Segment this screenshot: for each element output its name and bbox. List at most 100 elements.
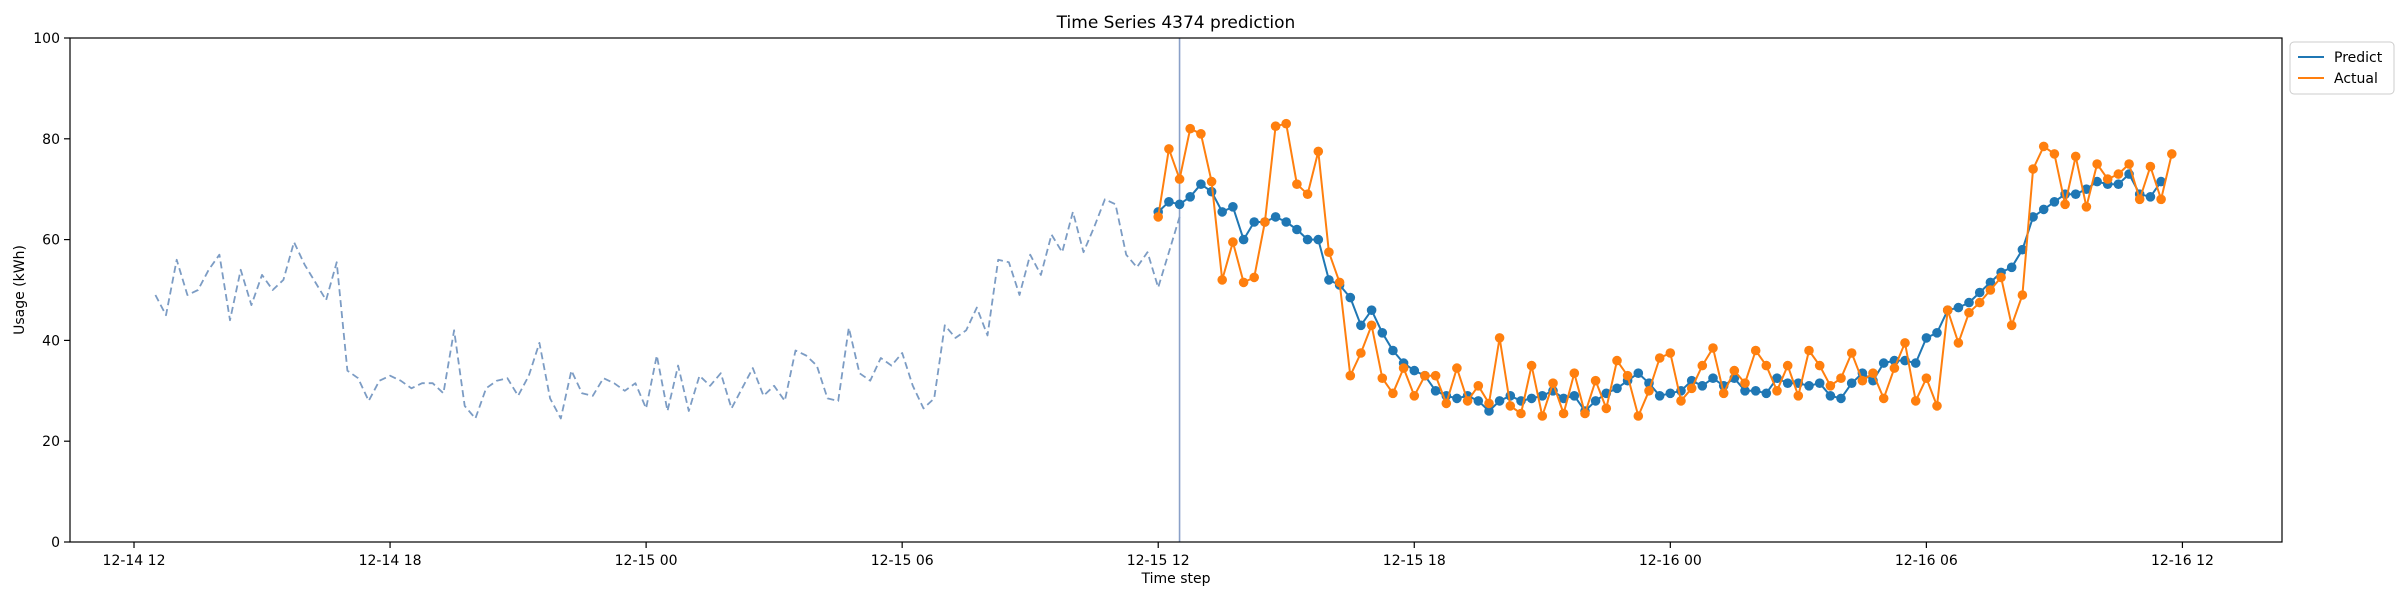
actual-data-point [1473,381,1484,391]
x-tick-label: 12-15 12 [1127,553,1190,569]
actual-data-point [2092,159,2102,169]
actual-data-point [1249,272,1259,283]
actual-data-point [1185,123,1195,134]
predict-data-point [1569,391,1580,401]
actual-data-point [1686,383,1697,394]
actual-data-point [1793,391,1804,401]
y-tick-label: 0 [51,535,60,551]
y-tick-label: 80 [42,132,60,148]
actual-data-point [1452,363,1462,373]
actual-data-point [1430,370,1441,381]
actual-data-point [1878,393,1889,404]
predict-data-point [1633,368,1644,379]
legend-label-predict: Predict [2334,50,2383,66]
actual-data-point [1366,320,1377,331]
predict-data-point [1313,234,1324,245]
predict-data-point [1836,393,1846,404]
actual-data-point [1921,373,1932,384]
predict-data-point [1324,275,1334,285]
predict-data-point [1761,388,1772,399]
predict-data-point [2038,204,2049,215]
predict-data-point [1526,393,1537,404]
predict-data-point [1281,217,1291,227]
predict-data-point [1932,328,1942,338]
actual-data-point [1633,411,1644,421]
predict-data-point [1238,234,1249,245]
predict-data-point [2113,179,2124,189]
actual-data-point [1601,403,1612,414]
predict-data-point [1910,358,1921,368]
y-tick-label: 100 [33,31,60,47]
actual-data-point [1388,388,1398,399]
actual-data-point [2038,141,2049,152]
predict-data-point [1356,320,1366,331]
x-tick-label: 12-15 06 [871,553,934,569]
predict-data-point [1164,197,1174,207]
actual-data-point [1697,360,1708,371]
actual-data-point [1761,360,1772,371]
actual-data-point [2124,159,2134,169]
legend-label-actual: Actual [2334,71,2378,87]
chart-title: Time Series 4374 prediction [1056,13,1296,33]
predict-data-point [1665,388,1676,399]
actual-data-point [1398,363,1409,373]
actual-data-point [1729,365,1740,376]
history-series-line [154,198,1181,420]
actual-data-point [1772,386,1782,396]
actual-data-point [1164,144,1174,154]
actual-data-point [1974,297,1985,308]
actual-data-point [1196,129,1206,139]
predict-data-point [1505,391,1516,401]
actual-data-point [1270,121,1281,131]
predict-data-point [2017,244,2028,255]
predict-data-point [1772,373,1782,384]
predict-data-point [1974,287,1985,298]
actual-data-point [1345,370,1356,381]
actual-data-point [1654,353,1665,363]
predict-data-point [2156,176,2166,187]
predict-data-point [1217,207,1227,217]
actual-data-point [1985,285,1996,295]
actual-data-point [1441,398,1452,409]
predict-data-point [1249,217,1259,227]
actual-data-point [1409,391,1420,401]
actual-data-point [1836,373,1846,384]
actual-data-point [1217,275,1227,285]
x-tick-label: 12-16 06 [1895,553,1958,569]
actual-data-point [1942,305,1953,316]
actual-data-point [1932,401,1942,411]
x-tick-label: 12-14 12 [103,553,166,569]
predict-data-point [1409,365,1420,376]
predict-data-point [2049,197,2060,207]
actual-data-point [1174,174,1185,184]
predict-data-point [2006,262,2017,273]
actual-data-point [1505,401,1516,411]
actual-data-point [2049,149,2060,159]
actual-data-point [1857,375,1868,386]
predict-data-point [1473,396,1484,406]
actual-data-point [1462,396,1473,406]
predict-data-point [1804,381,1814,391]
x-tick-label: 12-14 18 [359,553,422,569]
predict-data-point [1185,192,1195,202]
actual-data-point [2060,199,2070,210]
actual-data-point [1814,360,1825,371]
actual-data-point [1590,375,1601,386]
plot-frame [69,37,2283,543]
predict-data-point [1292,224,1302,235]
predict-data-point [1345,292,1356,303]
actual-data-point [1718,388,1729,399]
actual-data-point [1622,370,1633,381]
actual-data-point [1740,378,1750,389]
actual-data-point [2006,320,2017,331]
predict-data-point [1750,386,1761,396]
actual-data-point [1569,368,1580,379]
predict-data-point [1537,391,1548,401]
predict-data-point [1782,378,1793,389]
x-tick-label: 12-15 18 [1383,553,1446,569]
actual-data-point [1825,381,1836,391]
actual-data-point [2156,194,2166,205]
legend: Predict Actual [2289,41,2395,95]
